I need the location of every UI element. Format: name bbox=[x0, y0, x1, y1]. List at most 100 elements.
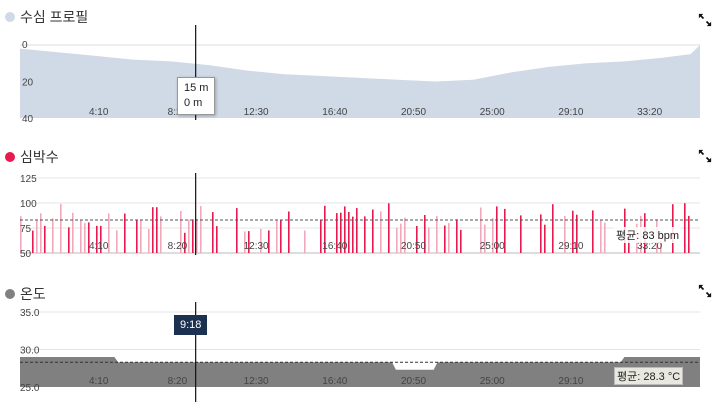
depth-tooltip-line2: 0 m bbox=[184, 97, 203, 109]
heart-bar bbox=[416, 226, 418, 253]
depth-panel: 수심 프로필 020404:108:2012:3016:4020:5025:00… bbox=[0, 5, 720, 125]
expand-icon[interactable] bbox=[698, 284, 712, 298]
heart-bar bbox=[20, 216, 22, 253]
heart-bar bbox=[480, 207, 482, 253]
heart-bar bbox=[344, 206, 346, 253]
depth-chart[interactable]: 020404:108:2012:3016:4020:5025:0029:1033… bbox=[0, 25, 720, 125]
heart-bar bbox=[400, 223, 402, 253]
heart-bar bbox=[108, 213, 110, 253]
heart-bar bbox=[460, 229, 462, 253]
depth-panel-title: 수심 프로필 bbox=[20, 9, 89, 25]
heart-bar bbox=[36, 220, 38, 253]
depth-legend-dot[interactable] bbox=[5, 12, 15, 22]
heart-legend-dot[interactable] bbox=[5, 152, 15, 162]
temp-y-tick-label: 35.0 bbox=[20, 308, 40, 319]
temp-x-tick-label: 12:30 bbox=[244, 376, 269, 387]
depth-x-tick-label: 12:30 bbox=[244, 107, 269, 118]
heart-bar bbox=[276, 220, 278, 253]
temp-panel: 온도 35.0 30.0 25.0 4:10 8:20 12:30 16:40 20:50 25… bbox=[0, 282, 720, 402]
expand-icon[interactable] bbox=[698, 149, 712, 163]
temp-y-tick-label: 25.0 bbox=[20, 383, 40, 394]
heart-bar bbox=[364, 216, 366, 253]
heart-x-tick-label: 20:50 bbox=[401, 241, 426, 252]
heart-x-tick-label: 33:20 bbox=[637, 241, 662, 252]
depth-x-tick-label: 25:00 bbox=[480, 107, 505, 118]
heart-bar bbox=[248, 231, 250, 253]
depth-x-tick-label: 33:20 bbox=[637, 107, 662, 118]
heart-bar bbox=[152, 207, 154, 253]
temp-legend-dot[interactable] bbox=[5, 289, 15, 299]
heart-y-tick-label: 75 bbox=[20, 224, 32, 235]
heart-bar bbox=[148, 229, 150, 253]
heart-bar bbox=[540, 214, 542, 253]
heart-bar bbox=[592, 210, 594, 253]
heart-bar bbox=[604, 222, 606, 253]
heart-bar bbox=[136, 219, 138, 253]
temp-x-tick-label: 8:20 bbox=[168, 376, 188, 387]
depth-tooltip: 15 m 0 m bbox=[177, 77, 216, 115]
heart-bar bbox=[260, 228, 262, 253]
heart-bar bbox=[352, 216, 354, 253]
heart-bar bbox=[244, 231, 246, 253]
heart-bar bbox=[340, 212, 342, 253]
heart-x-tick-label: 8:20 bbox=[168, 241, 188, 252]
depth-area bbox=[20, 45, 700, 118]
heart-bar bbox=[600, 219, 602, 253]
heart-bar bbox=[280, 219, 282, 253]
depth-y-tick-label: 40 bbox=[22, 114, 34, 125]
heart-bar bbox=[40, 213, 42, 253]
heart-bar bbox=[496, 206, 498, 253]
heart-bar bbox=[388, 203, 390, 253]
heart-bar bbox=[396, 227, 398, 253]
depth-panel-header: 수심 프로필 bbox=[0, 5, 720, 27]
heart-bar bbox=[160, 216, 162, 253]
heart-bar bbox=[504, 208, 506, 253]
temp-panel-header: 온도 bbox=[0, 282, 720, 302]
heart-bar bbox=[236, 208, 238, 253]
depth-y-tick-label: 0 bbox=[22, 40, 28, 51]
heart-bar bbox=[184, 232, 186, 253]
heart-y-tick-label: 100 bbox=[20, 199, 37, 210]
heart-panel-header: 심박수 bbox=[0, 145, 720, 165]
heart-bar bbox=[372, 209, 374, 253]
temp-chart[interactable]: 35.0 30.0 25.0 4:10 8:20 12:30 16:40 20:50 25:00… bbox=[0, 302, 720, 402]
heart-bar bbox=[200, 206, 202, 253]
depth-x-tick-label: 16:40 bbox=[322, 107, 347, 118]
temp-x-tick-label: 4:10 bbox=[89, 376, 109, 387]
heart-bar bbox=[492, 218, 494, 253]
depth-x-tick-label: 20:50 bbox=[401, 107, 426, 118]
heart-bar bbox=[80, 219, 82, 253]
heart-bar bbox=[188, 219, 190, 253]
heart-bar bbox=[52, 218, 54, 253]
heart-bar bbox=[212, 212, 214, 253]
heart-bar bbox=[68, 227, 70, 253]
heart-bar bbox=[124, 213, 126, 253]
depth-x-tick-label: 4:10 bbox=[89, 107, 109, 118]
heart-y-tick-label: 50 bbox=[20, 249, 32, 260]
heart-bar bbox=[428, 227, 430, 253]
heart-bar bbox=[436, 215, 438, 253]
expand-icon[interactable] bbox=[698, 13, 712, 27]
heart-bar bbox=[484, 224, 486, 253]
heart-x-tick-label: 25:00 bbox=[480, 241, 505, 252]
heart-panel: 심박수 125 100 75 50 4:10 8:20 12:30 16:40 20:50 25:… bbox=[0, 145, 720, 260]
heart-bar bbox=[348, 211, 350, 253]
heart-bar bbox=[572, 210, 574, 253]
temp-x-tick-label: 20:50 bbox=[401, 376, 426, 387]
heart-bar bbox=[156, 207, 158, 253]
heart-bar bbox=[116, 230, 118, 253]
heart-bar bbox=[424, 215, 426, 253]
temp-y-tick-label: 30.0 bbox=[20, 346, 40, 357]
heart-bar bbox=[444, 225, 446, 253]
temp-x-tick-label: 29:10 bbox=[558, 376, 583, 387]
heart-bar bbox=[456, 219, 458, 253]
heart-x-tick-label: 16:40 bbox=[322, 241, 347, 252]
temp-panel-title: 온도 bbox=[20, 286, 46, 302]
heart-chart[interactable]: 125 100 75 50 4:10 8:20 12:30 16:40 20:50 25:00 29… bbox=[0, 173, 720, 273]
heart-bar bbox=[268, 230, 270, 253]
cursor-time-badge: 9:18 bbox=[174, 315, 208, 335]
heart-bar bbox=[288, 211, 290, 253]
heart-bar bbox=[324, 205, 326, 253]
temp-x-tick-label: 16:40 bbox=[322, 376, 347, 387]
heart-bar bbox=[356, 208, 358, 253]
